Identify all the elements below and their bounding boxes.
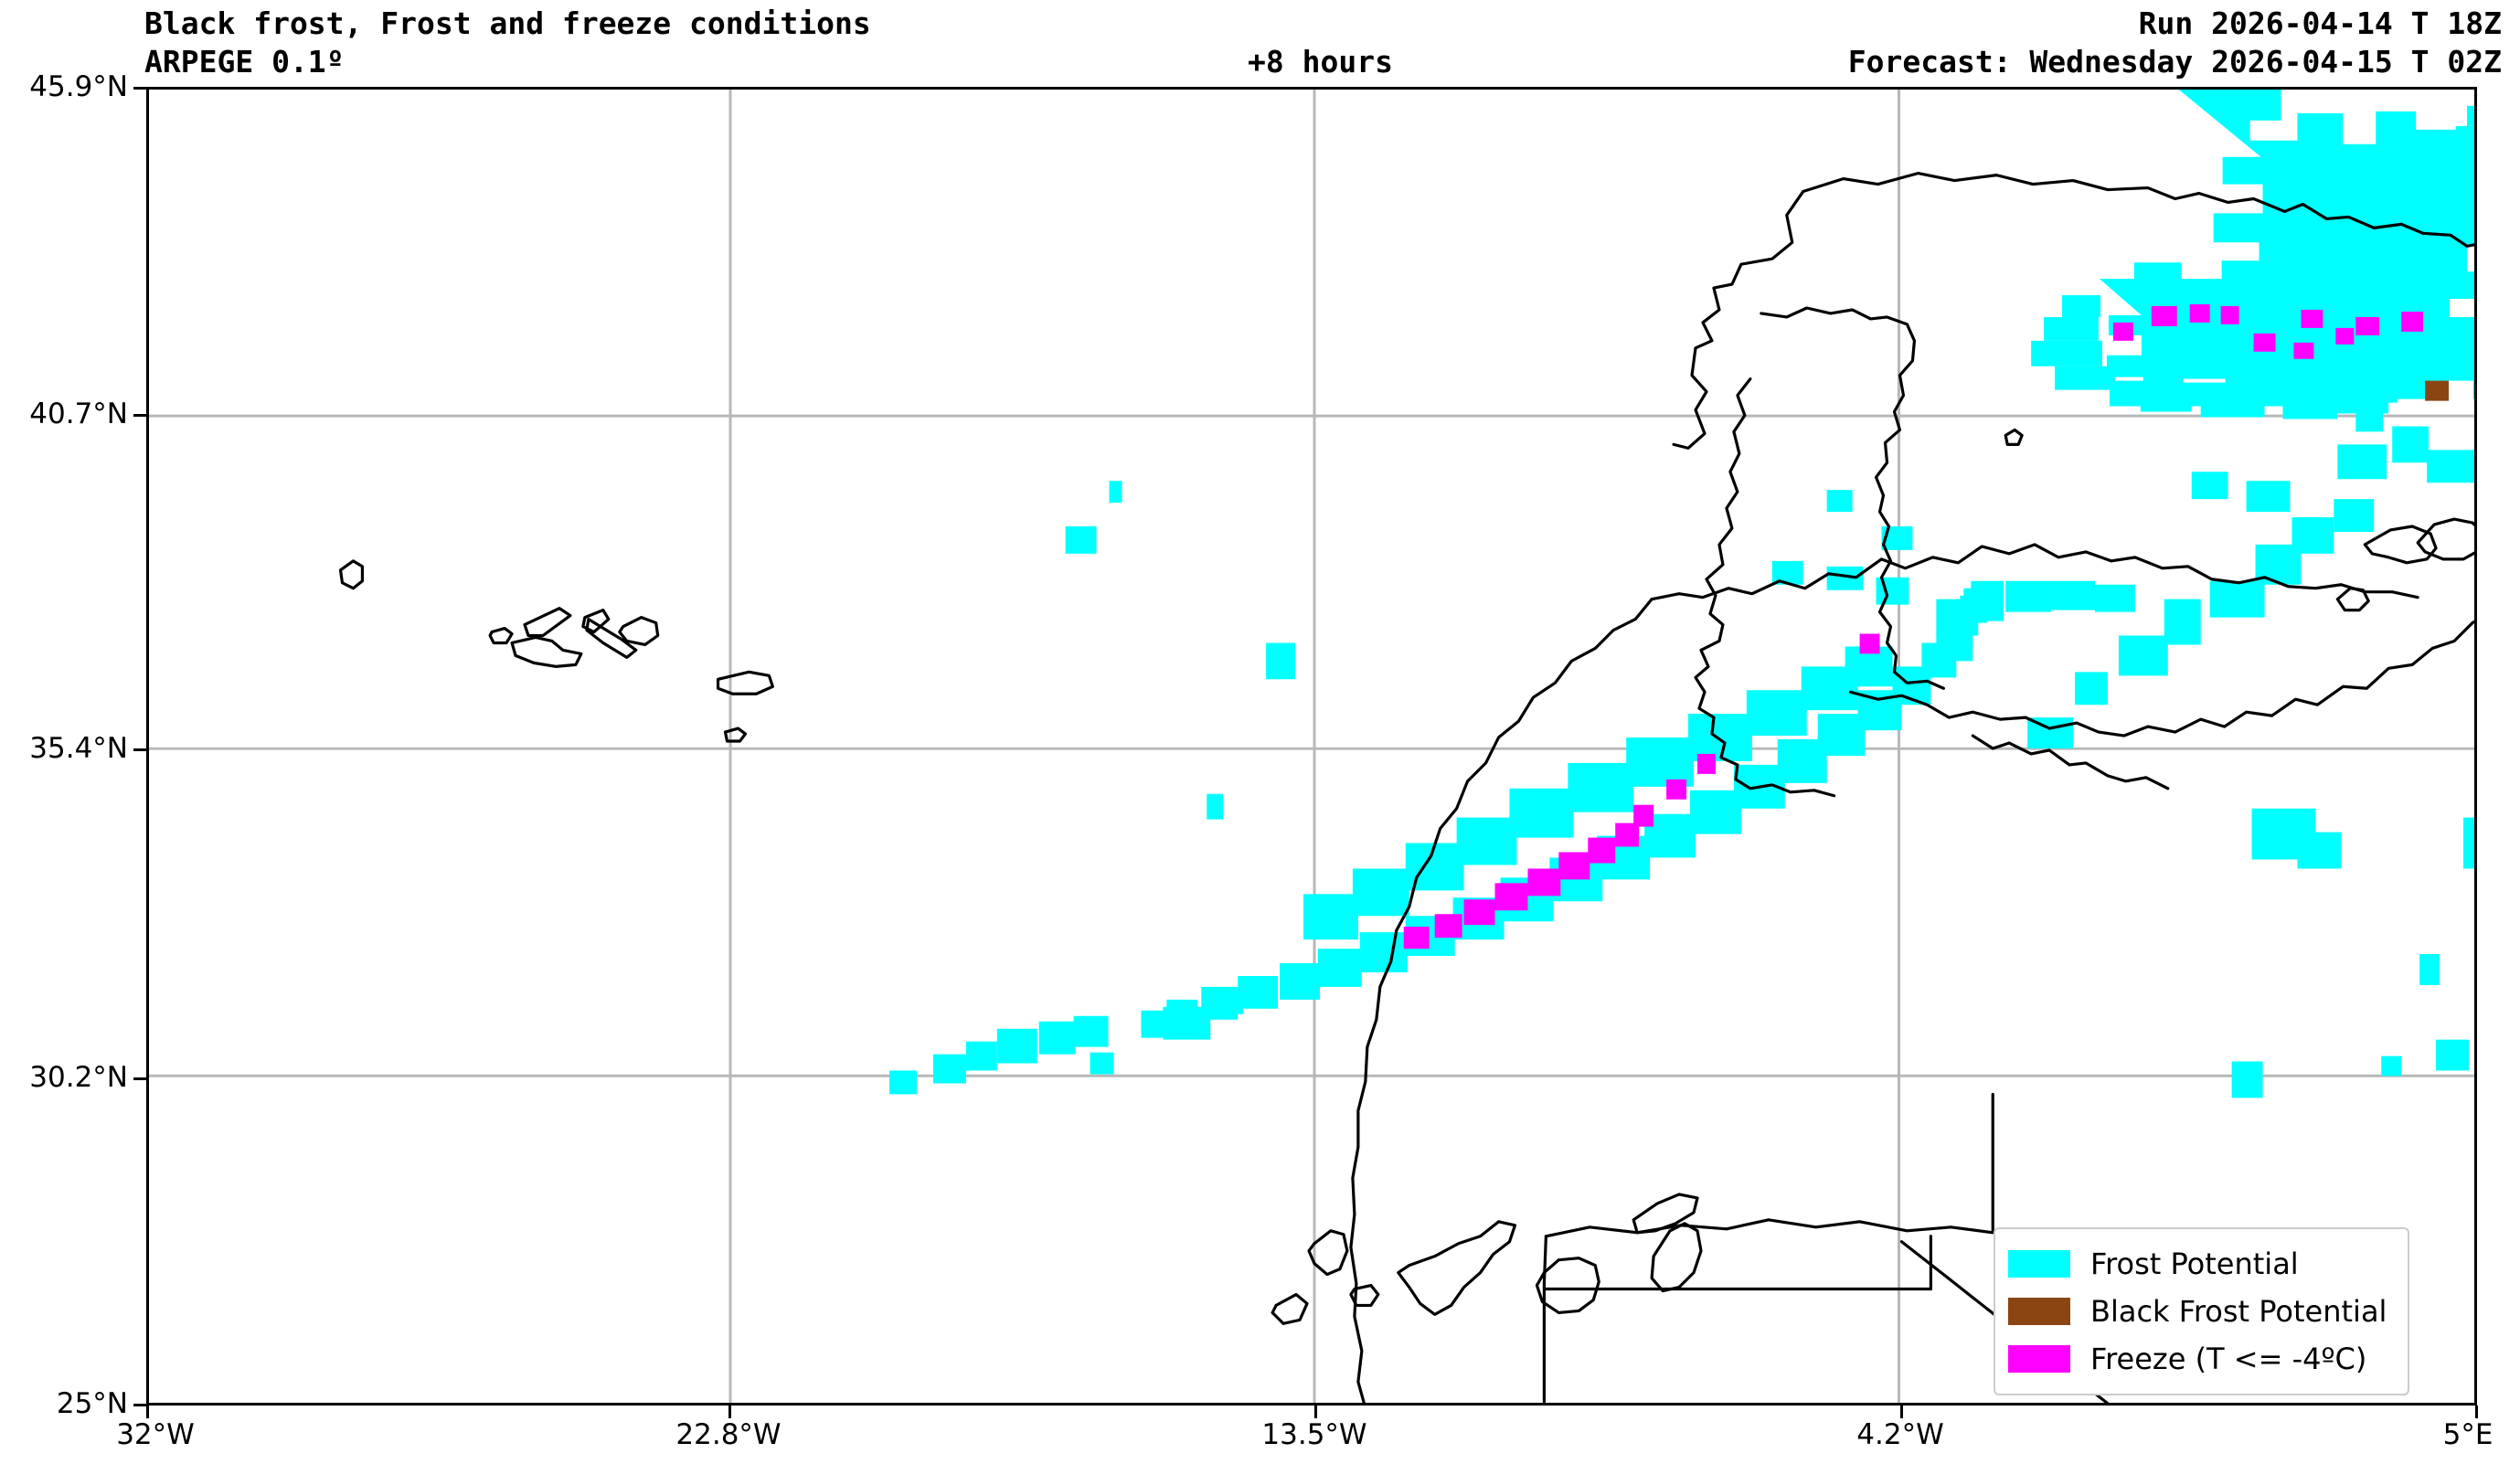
y-axis-label: 40.7°N [29, 398, 128, 430]
y-tick-mark [133, 414, 146, 417]
gridlines [149, 90, 2474, 1403]
lead-time-label: +8 hours [1248, 44, 1393, 80]
legend-label: Frost Potential [2090, 1247, 2299, 1281]
coastlines [338, 172, 2474, 1403]
forecast-time-label: Forecast: Wednesday 2026-04-15 T 02Z [1847, 44, 2502, 80]
x-axis-label: 32°W [116, 1418, 195, 1451]
chart-header: Black frost, Frost and freeze conditions… [0, 0, 2520, 87]
y-tick-mark [133, 1404, 146, 1406]
legend-item-freeze: Freeze (T <= -4ºC) [2008, 1335, 2393, 1383]
legend-item-frost-potential: Frost Potential [2008, 1240, 2393, 1288]
y-axis-label: 35.4°N [29, 732, 128, 765]
x-tick-mark [1900, 1406, 1903, 1418]
y-tick-mark [133, 1077, 146, 1080]
x-axis-label: 4.2°W [1856, 1418, 1944, 1451]
x-axis-label: 5°E [2442, 1418, 2493, 1451]
map-canvas [149, 90, 2474, 1403]
legend-swatch-icon [2008, 1298, 2070, 1325]
frost-potential-layer [889, 90, 2474, 1098]
y-axis-label: 25°N [56, 1387, 128, 1420]
legend-label: Black Frost Potential [2090, 1294, 2387, 1329]
legend-swatch-icon [2008, 1250, 2070, 1278]
black-frost-layer [2425, 380, 2450, 401]
x-tick-mark [728, 1406, 731, 1418]
x-tick-mark [1314, 1406, 1317, 1418]
y-axis-label: 30.2°N [29, 1061, 128, 1094]
model-label: ARPEGE 0.1º [144, 44, 345, 80]
x-tick-mark [146, 1406, 149, 1418]
map-legend: Frost Potential Black Frost Potential Fr… [1994, 1227, 2409, 1395]
legend-swatch-icon [2008, 1345, 2070, 1373]
freeze-layer [1403, 304, 2424, 949]
legend-label: Freeze (T <= -4ºC) [2090, 1342, 2367, 1376]
x-tick-mark [2475, 1406, 2478, 1418]
y-tick-mark [133, 87, 146, 90]
map-plot-area [146, 87, 2477, 1406]
x-axis-label: 22.8°W [675, 1418, 782, 1451]
y-axis-label: 45.9°N [29, 70, 128, 103]
x-axis-label: 13.5°W [1261, 1418, 1367, 1451]
legend-item-black-frost-potential: Black Frost Potential [2008, 1288, 2393, 1335]
page-title: Black frost, Frost and freeze conditions [144, 5, 871, 41]
run-time-label: Run 2026-04-14 T 18Z [2138, 5, 2502, 41]
y-tick-mark [133, 748, 146, 751]
